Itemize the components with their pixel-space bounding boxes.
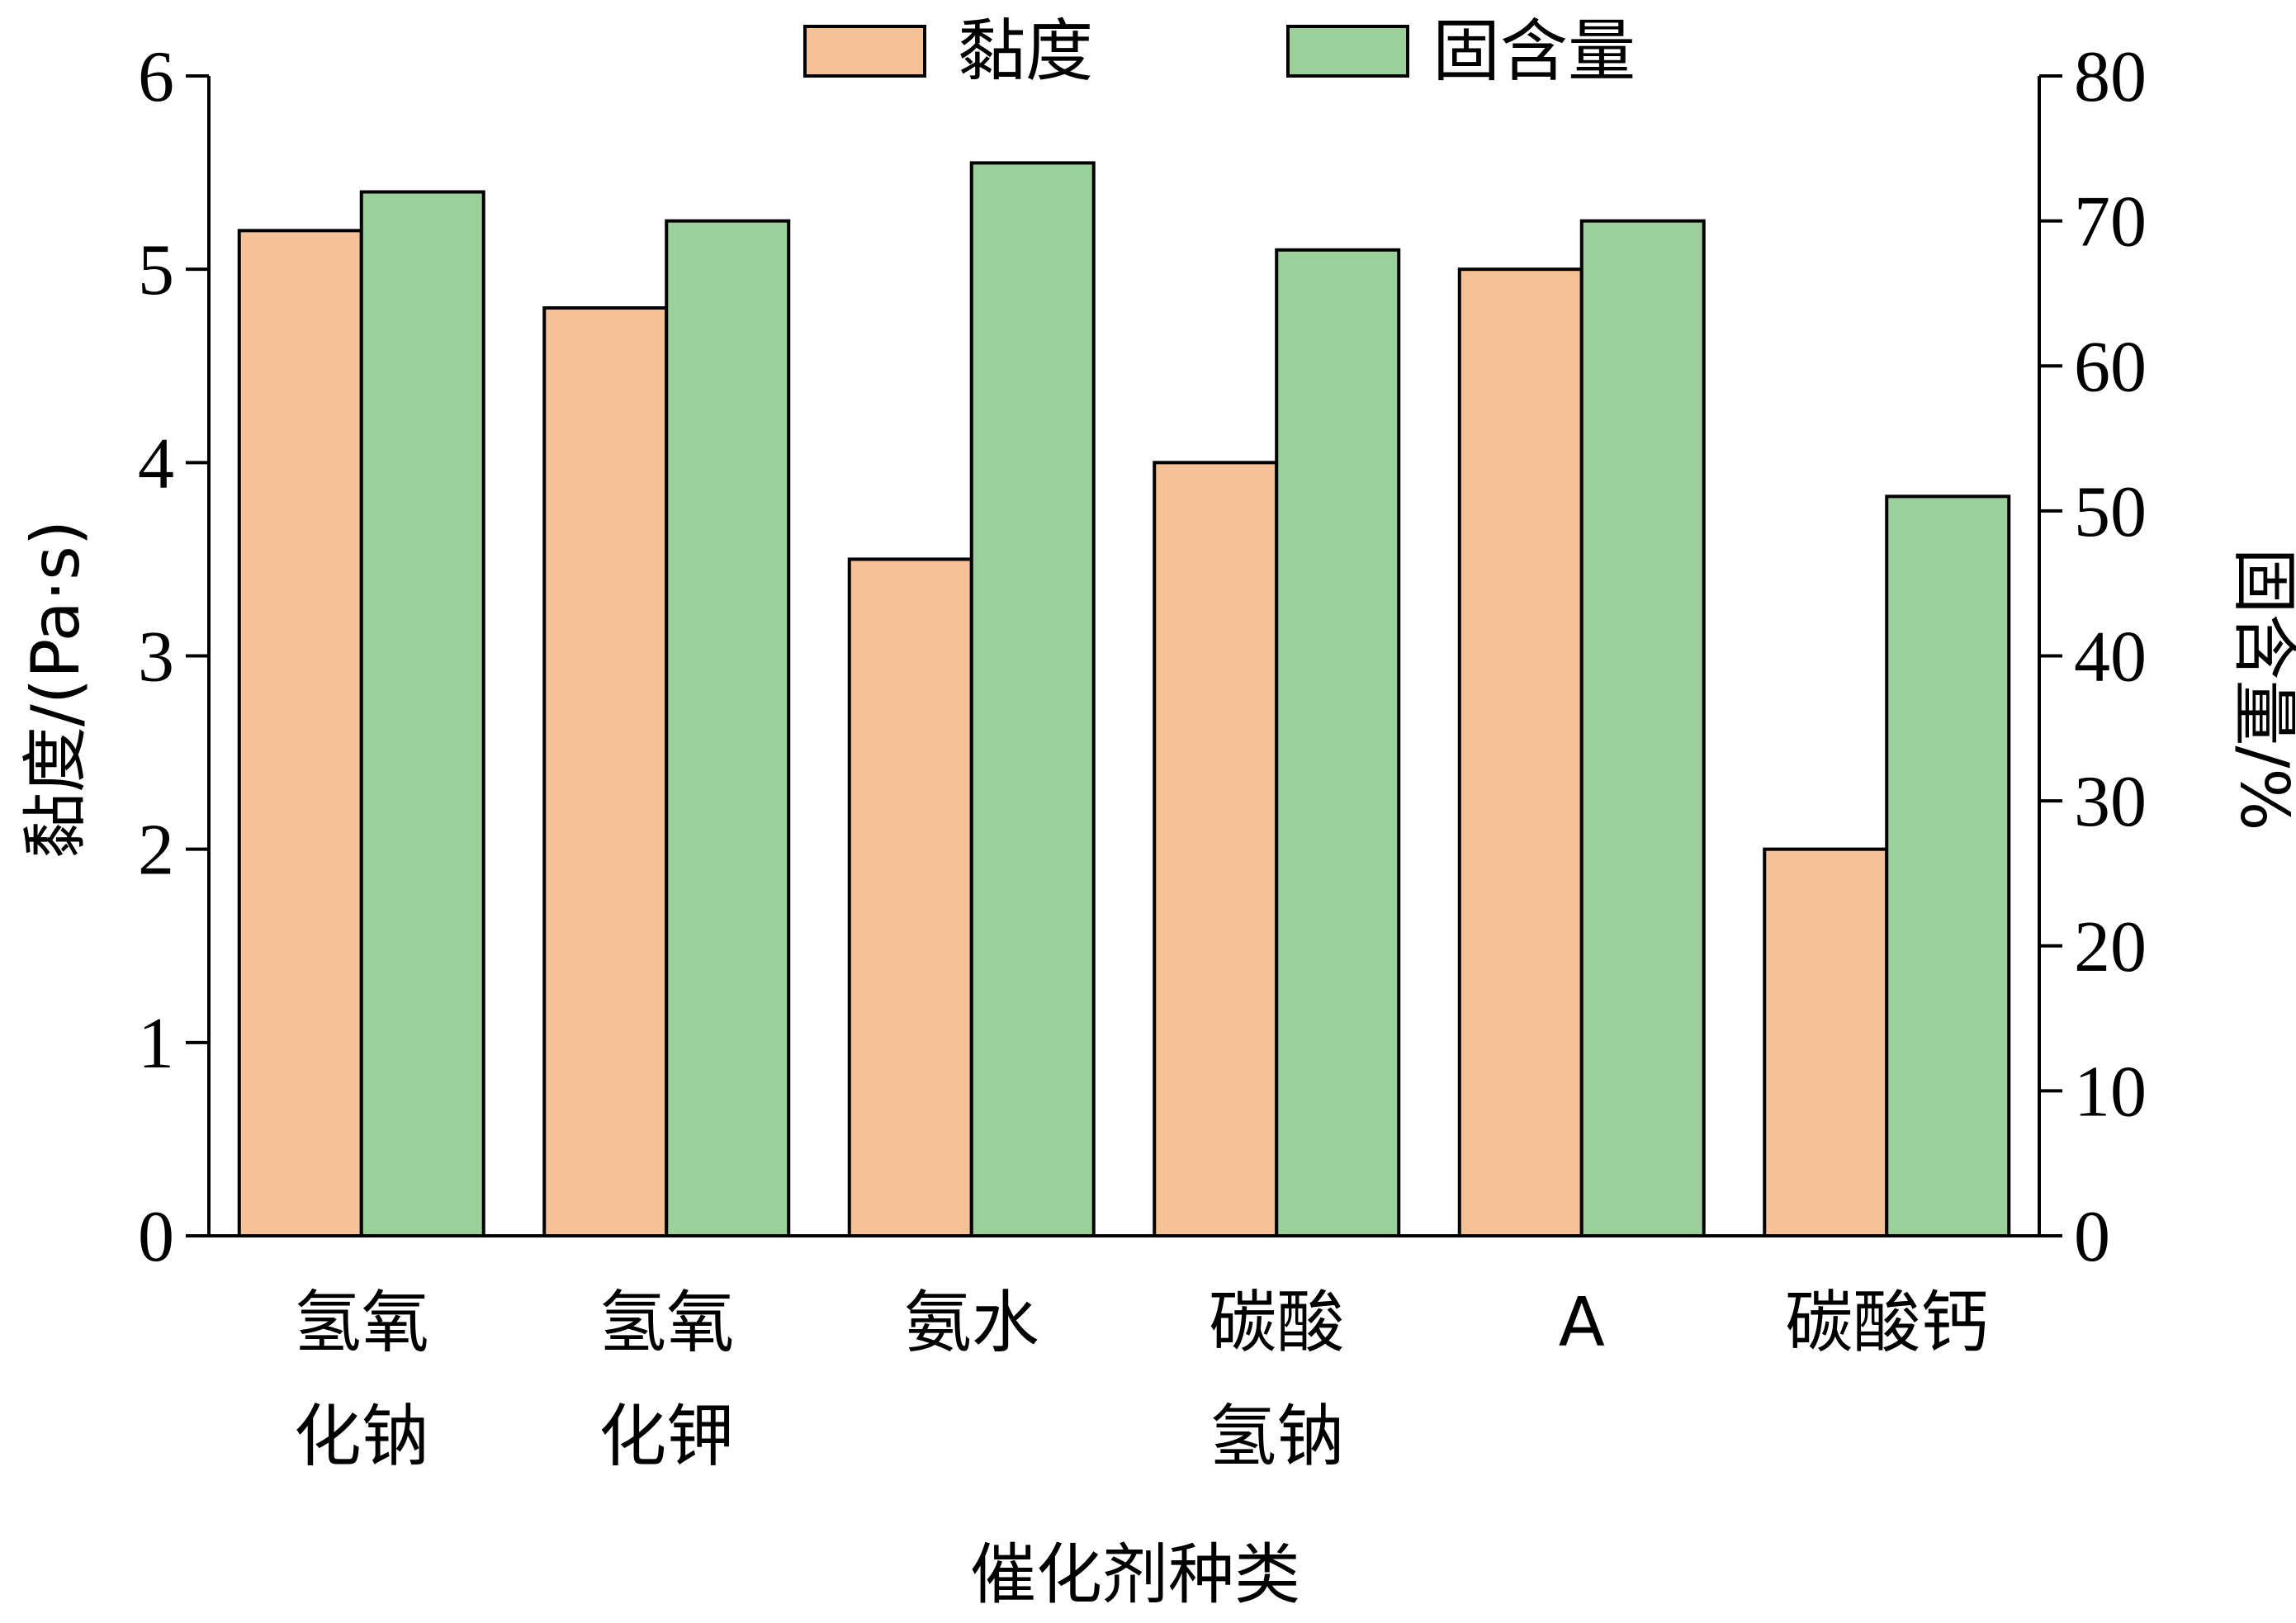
legend-label-viscosity: 黏度 (958, 12, 1093, 91)
legend: 黏度 固含量 (803, 12, 1636, 91)
bar-solid-content (1275, 248, 1401, 1237)
bar-solid-content (1885, 494, 2011, 1237)
left-tick-label: 1 (138, 1004, 174, 1084)
right-tick-label: 0 (2074, 1197, 2110, 1277)
category-label-line: 氢氧 (599, 1284, 734, 1362)
bar-viscosity (1763, 847, 1889, 1237)
left-tick-label: 5 (138, 230, 174, 310)
bar-viscosity (237, 229, 363, 1237)
bar-viscosity (847, 557, 973, 1237)
bar-solid-content (359, 190, 485, 1237)
bar-solid-content (969, 161, 1096, 1237)
right-tick-label: 60 (2074, 327, 2147, 407)
left-tick-label: 4 (138, 423, 174, 504)
category-label-line: 碳酸钙 (1785, 1284, 1988, 1362)
bar-viscosity (542, 306, 669, 1237)
right-tick-label: 70 (2074, 182, 2147, 263)
left-tick-label: 3 (138, 617, 174, 698)
category-label: 氢氧化钾 (599, 1284, 734, 1476)
right-tick-label: 50 (2074, 472, 2147, 552)
category-label-line: 碳酸 (1209, 1284, 1344, 1362)
category-label-line: 氨水 (904, 1284, 1039, 1362)
x-axis-title: 催化剂种类 (970, 1536, 1300, 1613)
category-label: 氨水 (904, 1284, 1039, 1362)
category-label: 碳酸钙 (1785, 1284, 1988, 1362)
category-label: A (1559, 1284, 1605, 1362)
right-tick-label: 10 (2074, 1052, 2147, 1132)
bar-viscosity (1457, 267, 1584, 1238)
legend-swatch-viscosity (803, 25, 926, 78)
plot-area (237, 161, 2011, 1238)
right-tick-label: 30 (2074, 762, 2147, 842)
legend-label-solid-content: 固含量 (1432, 12, 1636, 91)
category-label-line: 氢钠 (1209, 1398, 1344, 1476)
category-label-line: 氢氧 (294, 1284, 429, 1362)
category-label-line: 化钠 (294, 1398, 429, 1476)
left-tick-label: 2 (138, 811, 174, 891)
right-axis-title: 固含量/% (2226, 548, 2296, 831)
legend-swatch-solid-content (1286, 25, 1409, 78)
category-label: 氢氧化钠 (294, 1284, 429, 1476)
category-label-line: 化钾 (599, 1398, 734, 1476)
left-y-axis: 0 1 2 3 4 5 6 (138, 37, 211, 1277)
bar-viscosity (1153, 461, 1279, 1237)
left-tick-label: 0 (138, 1197, 174, 1277)
right-tick-label: 20 (2074, 907, 2147, 987)
right-y-axis: 0 10 20 30 40 50 60 70 80 (2038, 37, 2147, 1277)
left-axis-title: 黏度/(Pa·s) (17, 520, 94, 859)
bar-solid-content (1579, 219, 1706, 1237)
left-tick-label: 6 (138, 37, 174, 117)
bar-solid-content (665, 219, 791, 1237)
category-label-line: A (1559, 1284, 1605, 1362)
category-label: 碳酸氢钠 (1209, 1284, 1344, 1476)
right-tick-label: 40 (2074, 617, 2147, 698)
right-tick-label: 80 (2074, 37, 2147, 117)
